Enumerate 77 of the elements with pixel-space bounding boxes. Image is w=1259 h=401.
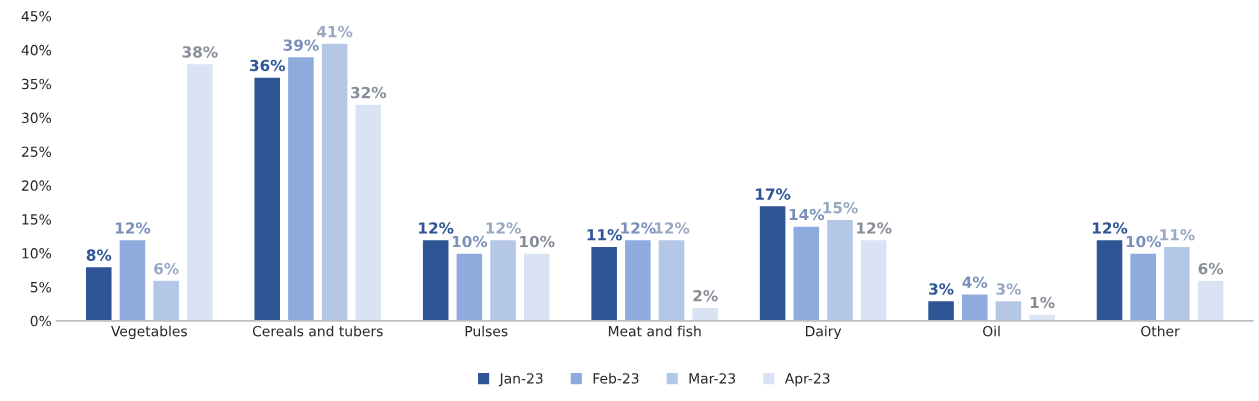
y-tick-label: 20% xyxy=(21,180,52,191)
y-tick-label: 30% xyxy=(21,112,52,124)
bar xyxy=(354,103,383,321)
x-tick-label: Oil xyxy=(983,325,1000,337)
bar xyxy=(421,238,450,321)
data-label: 36% xyxy=(249,59,286,72)
data-label: 14% xyxy=(789,208,825,221)
bar xyxy=(253,76,282,321)
x-tick-label: Cereals and tubers xyxy=(252,325,383,337)
legend-label: Mar-23 xyxy=(689,373,736,384)
data-label: 12% xyxy=(857,222,892,234)
data-label: 15% xyxy=(823,201,858,214)
bar xyxy=(185,62,215,321)
bar xyxy=(151,279,181,321)
bar xyxy=(859,238,888,321)
bar xyxy=(960,293,989,321)
bar xyxy=(589,245,619,321)
bar xyxy=(118,238,147,321)
x-tick-label: Dairy xyxy=(806,325,842,340)
data-label: 11% xyxy=(1160,229,1195,241)
bar xyxy=(84,265,113,321)
y-tick-label: 25% xyxy=(21,146,52,157)
data-label: 8% xyxy=(86,249,112,261)
bar xyxy=(691,306,720,321)
data-label: 12% xyxy=(486,222,521,234)
data-label: 3% xyxy=(929,283,954,295)
bar xyxy=(1196,279,1225,321)
data-label: 12% xyxy=(1092,222,1128,234)
bar xyxy=(825,218,855,321)
legend-label: Jan-23 xyxy=(498,373,543,387)
bar xyxy=(1162,245,1192,321)
data-label: 11% xyxy=(587,229,622,241)
bar xyxy=(792,225,821,321)
bar xyxy=(657,238,686,321)
data-label: 10% xyxy=(1126,235,1162,248)
y-tick-label: 40% xyxy=(21,44,52,56)
bar xyxy=(1129,252,1158,321)
data-label: 6% xyxy=(1198,262,1224,275)
bar xyxy=(1027,313,1057,321)
data-label: 39% xyxy=(283,39,319,51)
bar xyxy=(994,299,1023,321)
legend-label: Feb-23 xyxy=(593,372,639,384)
data-label: 3% xyxy=(996,283,1021,295)
bar xyxy=(1095,238,1124,321)
data-label: 6% xyxy=(154,262,179,275)
data-label: 1% xyxy=(1030,296,1055,309)
data-label: 4% xyxy=(962,276,988,288)
x-tick-label: Other xyxy=(1141,325,1180,337)
bar xyxy=(926,299,956,321)
bar xyxy=(320,42,349,321)
bar xyxy=(522,252,551,321)
x-tick-label: Vegetables xyxy=(111,325,187,340)
y-tick-label: 15% xyxy=(22,214,52,225)
y-tick-label: 0% xyxy=(30,315,52,327)
y-tick-label: 45% xyxy=(21,11,52,22)
bar xyxy=(455,252,484,321)
data-label: 12% xyxy=(654,222,690,234)
x-tick-label: Pulses xyxy=(465,325,508,337)
bar xyxy=(488,238,518,321)
data-label: 10% xyxy=(452,235,488,248)
data-label: 2% xyxy=(693,289,718,302)
data-label: 12% xyxy=(419,222,454,234)
data-label: 17% xyxy=(756,188,791,200)
bar xyxy=(758,204,787,321)
bar xyxy=(623,238,653,321)
bar xyxy=(286,55,316,321)
y-tick-label: 35% xyxy=(21,78,52,90)
data-label: 32% xyxy=(351,86,387,99)
y-tick-label: 10% xyxy=(22,248,52,259)
data-label: 41% xyxy=(317,25,353,38)
x-tick-label: Meat and fish xyxy=(608,325,701,337)
data-label: 10% xyxy=(520,235,555,248)
data-label: 12% xyxy=(115,222,151,234)
legend-label: Apr-23 xyxy=(784,373,830,387)
data-label: 12% xyxy=(621,222,656,234)
data-label: 38% xyxy=(182,46,218,58)
y-tick-label: 5% xyxy=(30,281,52,293)
